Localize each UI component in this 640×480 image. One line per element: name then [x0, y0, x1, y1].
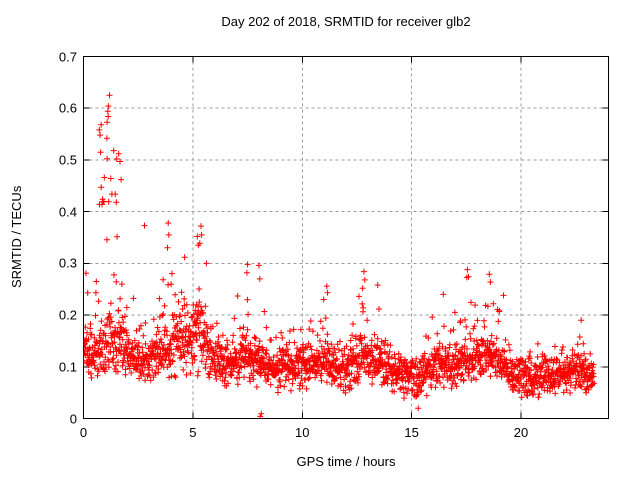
y-tick-label: 0.4 — [58, 204, 77, 220]
x-tick-label: 5 — [189, 425, 197, 440]
x-tick-label: 0 — [79, 425, 88, 440]
y-tick-label: 0.1 — [58, 359, 77, 375]
chart-title: Day 202 of 2018, SRMTID for receiver glb… — [221, 14, 471, 29]
x-axis-label: GPS time / hours — [296, 454, 396, 469]
x-tick-label: 15 — [404, 425, 419, 440]
y-tick-label: 0.2 — [58, 307, 77, 323]
y-tick-label: 0.3 — [58, 255, 77, 271]
y-tick-label: 0.7 — [58, 49, 77, 64]
y-tick-label: 0 — [69, 411, 77, 426]
x-tick-label: 20 — [513, 425, 529, 440]
x-tick-label: 10 — [295, 425, 310, 440]
y-tick-label: 0.5 — [58, 152, 77, 168]
y-tick-label: 0.6 — [58, 100, 77, 116]
